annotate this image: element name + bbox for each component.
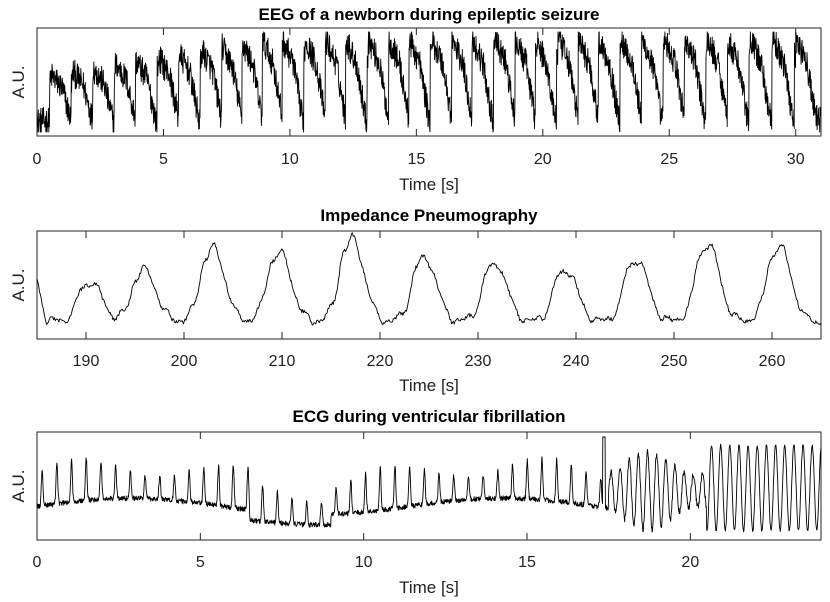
x-tick-label: 0 [33, 151, 42, 168]
x-tick-label: 10 [355, 554, 373, 571]
chart-panel-1: EEG of a newborn during epileptic seizur… [9, 5, 822, 194]
x-tick-label: 250 [661, 353, 688, 370]
axes-box [36, 431, 822, 541]
chart-panel-3: ECG during ventricular fibrillation Time … [9, 407, 822, 597]
x-tick-label: 210 [269, 353, 296, 370]
x-tick-label: 25 [660, 151, 678, 168]
x-tick-label: 190 [73, 353, 100, 370]
x-tick-label: 15 [518, 554, 536, 571]
x-axis-label: Time [s] [399, 376, 459, 395]
chart-title: EEG of a newborn during epileptic seizur… [259, 5, 600, 24]
x-tick-label: 220 [367, 353, 394, 370]
x-tick-label: 10 [281, 151, 299, 168]
chart-title: Impedance Pneumography [320, 206, 538, 225]
y-axis-label: A.U. [9, 65, 28, 98]
chart-panel-2: Impedance Pneumography Time [s] A.U. 190 200… [9, 206, 822, 395]
x-tick-label: 20 [534, 151, 552, 168]
x-tick-label: 200 [171, 353, 198, 370]
x-tick-label: 5 [159, 151, 168, 168]
x-axis-label: Time [s] [399, 578, 459, 597]
x-tick-label: 240 [563, 353, 590, 370]
eeg-series-line [36, 31, 822, 133]
x-tick-label: 15 [407, 151, 425, 168]
x-tick-label: 260 [759, 353, 786, 370]
chart-title: ECG during ventricular fibrillation [293, 407, 566, 426]
x-tick-label: 0 [33, 554, 42, 571]
y-axis-label: A.U. [9, 469, 28, 502]
respiration-series-line [36, 232, 822, 326]
x-tick-label: 230 [465, 353, 492, 370]
x-tick-label: 30 [787, 151, 805, 168]
x-tick-label: 20 [681, 554, 699, 571]
x-tick-label: 5 [196, 554, 205, 571]
y-axis-label: A.U. [9, 268, 28, 301]
axes-box [36, 230, 822, 340]
ecg-series-line [36, 436, 822, 533]
x-axis-label: Time [s] [399, 175, 459, 194]
